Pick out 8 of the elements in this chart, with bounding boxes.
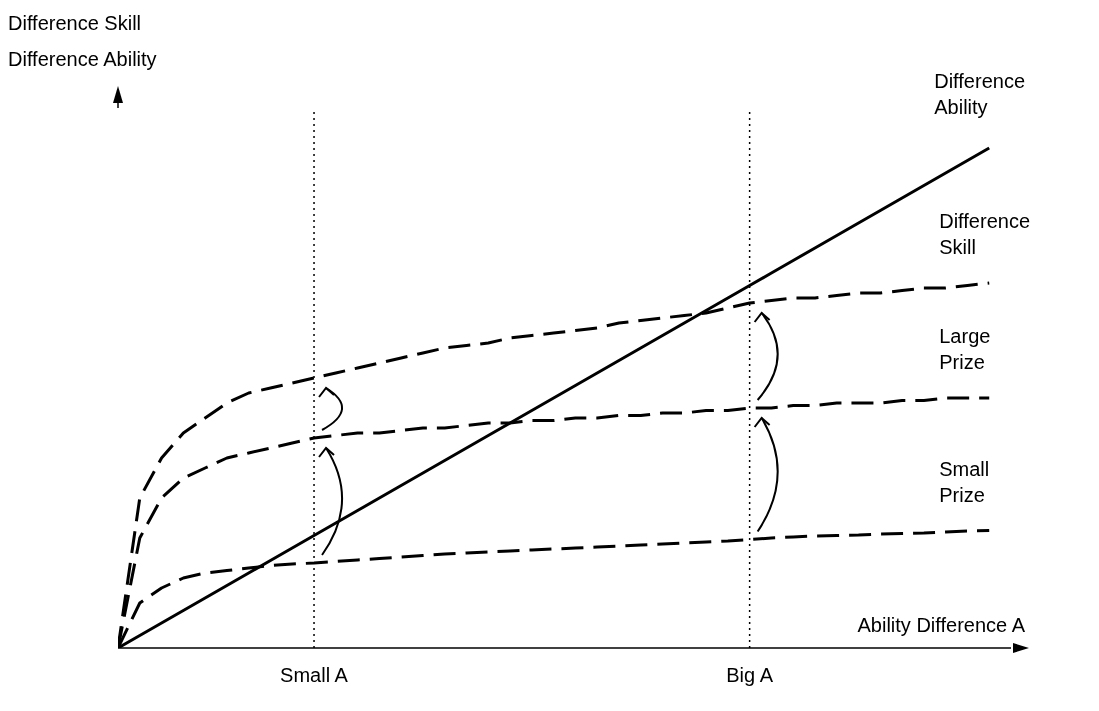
series-label: Small Prize [939,457,990,506]
series-label: Difference Skill [939,210,1031,258]
x-axis-title: Ability Difference A [857,614,1026,636]
x-tick-label: Big A [726,664,774,687]
series-label: Large Prize [939,325,991,373]
text: Difference Ability [934,70,1026,118]
x-tick-label: Small A [280,664,349,687]
y-axis-title: Difference Skill Difference Ability [8,12,157,70]
